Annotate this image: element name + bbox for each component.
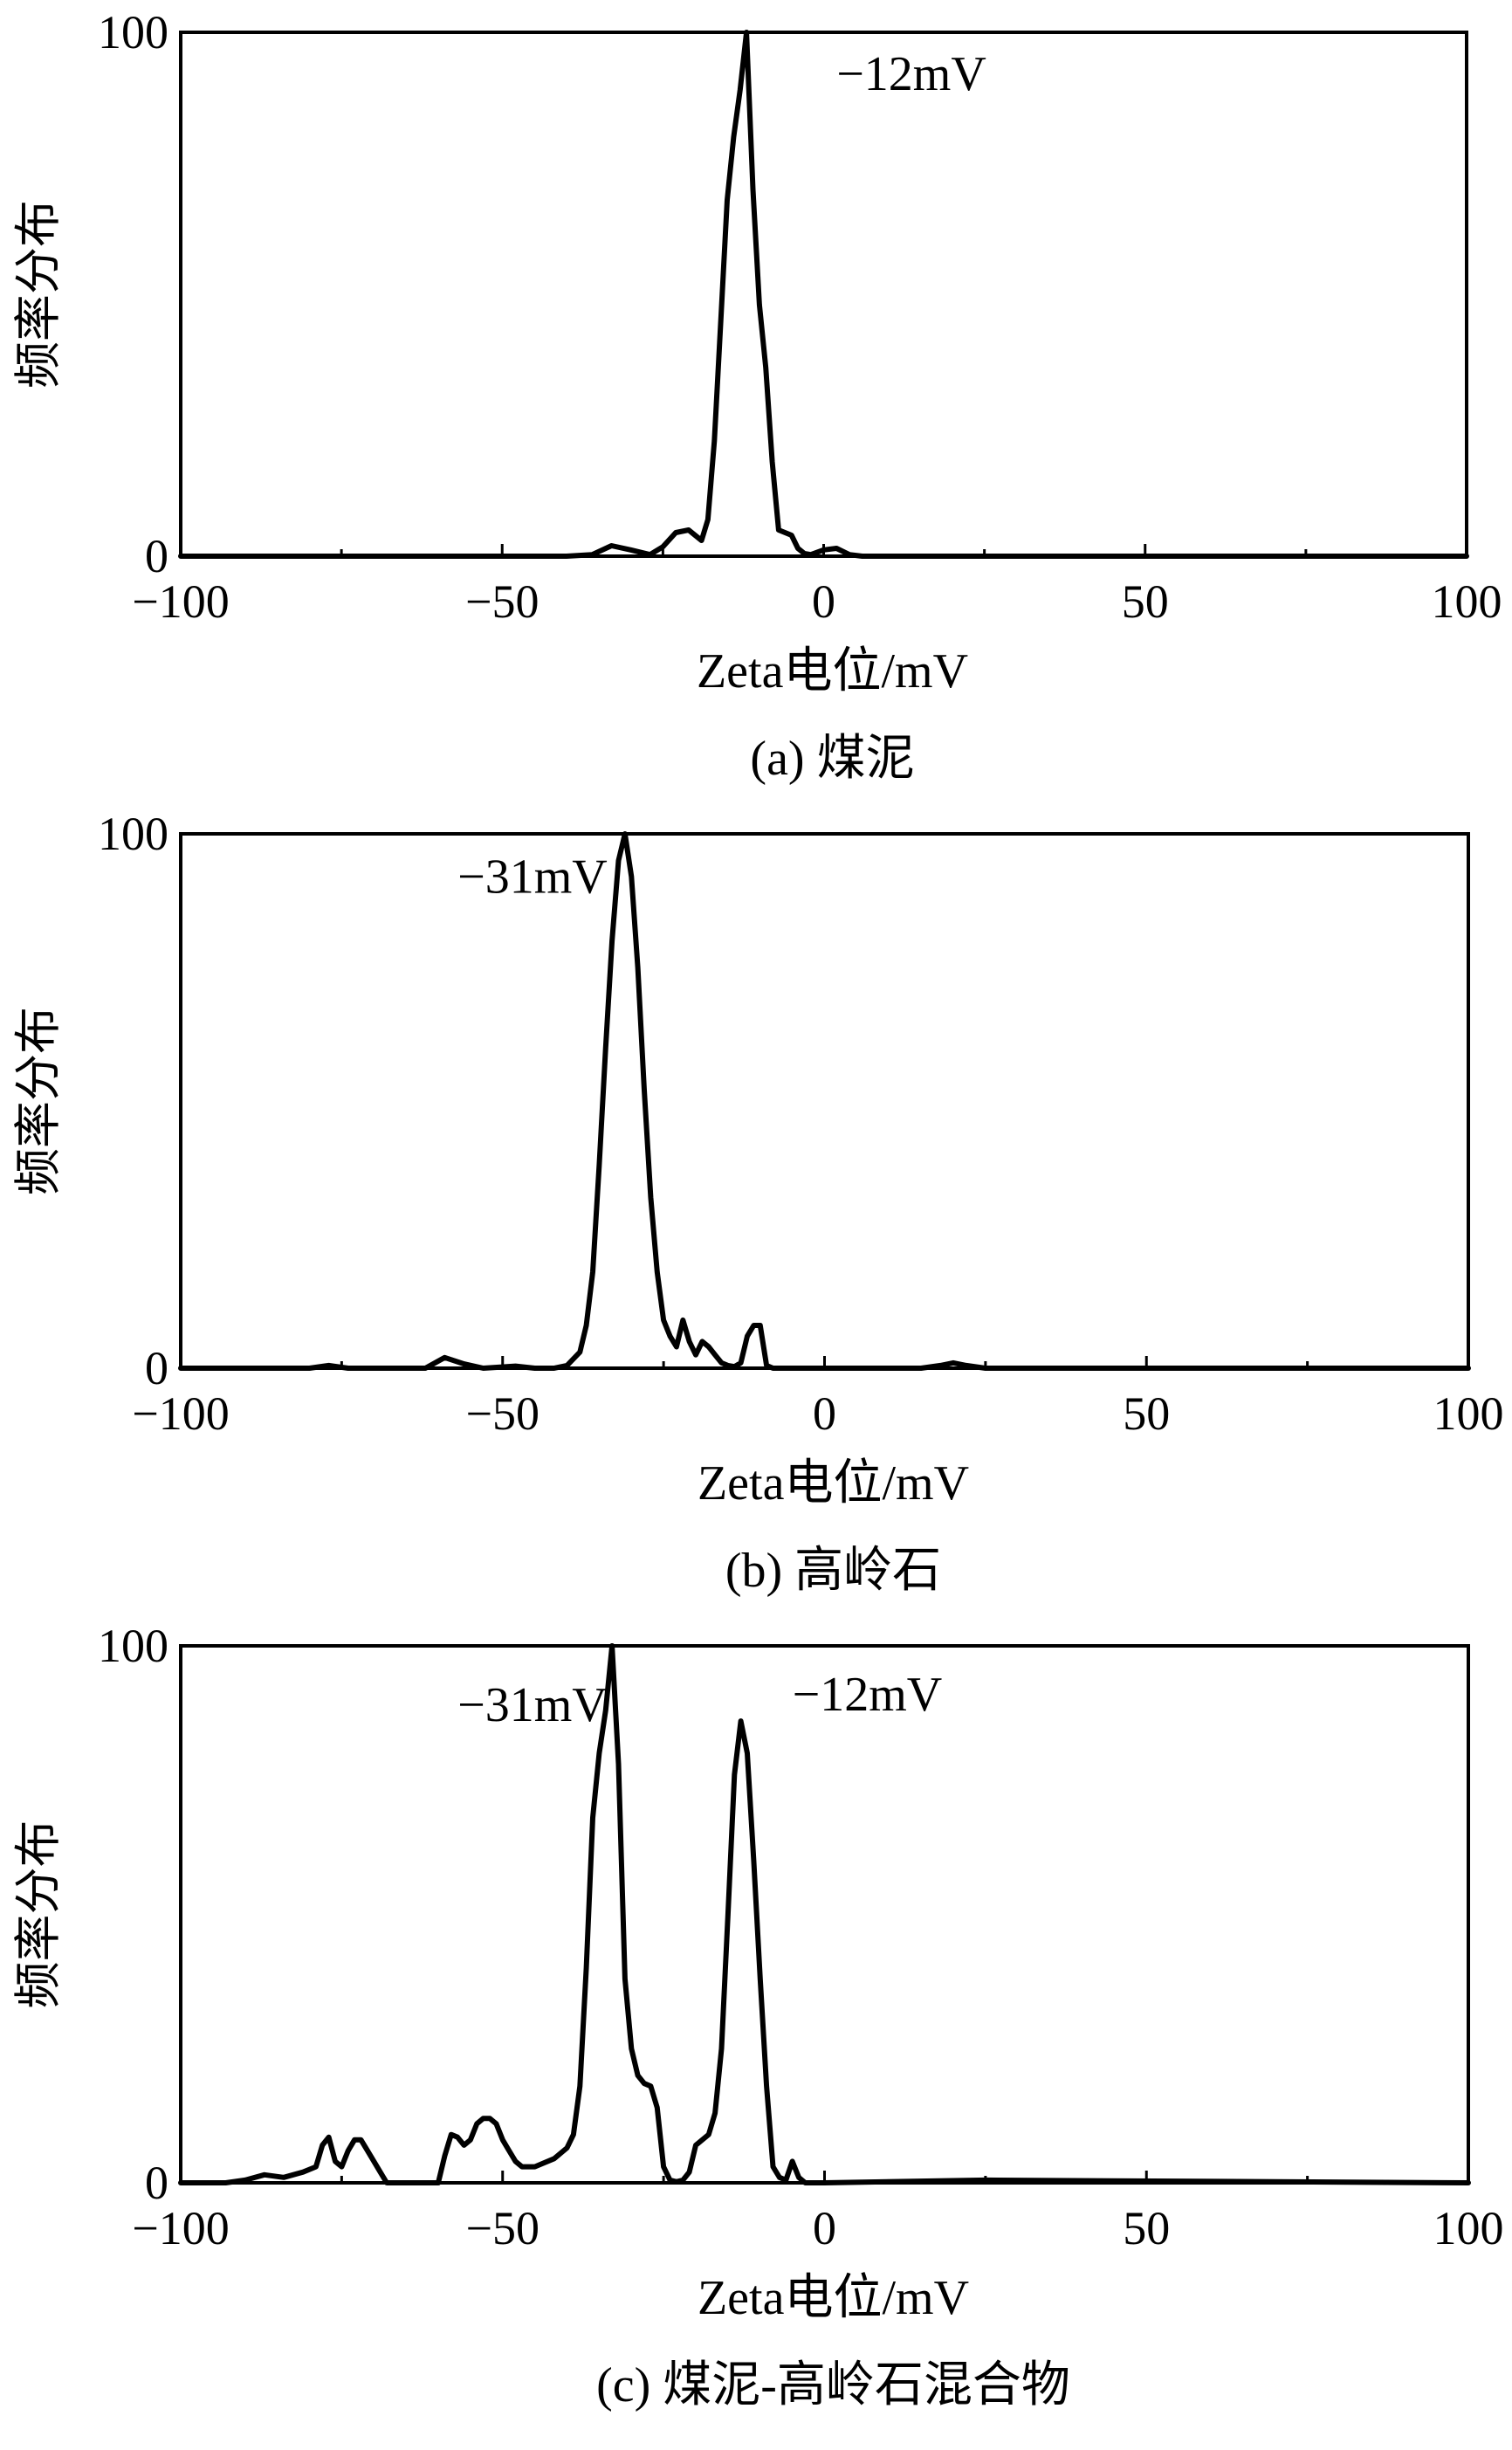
x-axis-label: Zeta电位/mV bbox=[698, 1456, 969, 1511]
x-tick-label: 0 bbox=[812, 575, 835, 628]
x-tick-label: −50 bbox=[465, 575, 539, 628]
y-axis-label: 频率分布 bbox=[12, 200, 65, 389]
x-axis-label: Zeta电位/mV bbox=[697, 644, 968, 699]
chart-panel-a: −100 −50 0 50 100 0 100 频率分布 Zeta电位/mV (a) 煤泥 −12m… bbox=[12, 6, 1502, 786]
x-tick-label: −50 bbox=[466, 1387, 540, 1440]
x-tick-label: 100 bbox=[1433, 1387, 1504, 1440]
series-line-1 bbox=[178, 30, 1469, 559]
x-tick-label: 0 bbox=[813, 2202, 836, 2254]
y-axis-label: 频率分布 bbox=[12, 1820, 65, 2009]
plot-frame bbox=[179, 832, 1470, 1370]
panel-caption: (a) 煤泥 bbox=[750, 732, 914, 786]
y-tick-label: 0 bbox=[145, 1342, 168, 1394]
panel-caption: (b) 高岭石 bbox=[725, 1544, 941, 1598]
y-tick-label: 100 bbox=[98, 6, 168, 58]
series-line-1 bbox=[178, 831, 1471, 1371]
y-tick-label: 100 bbox=[98, 808, 168, 860]
peak-annotation: −12mV bbox=[836, 47, 986, 101]
x-tick-label: −100 bbox=[132, 1387, 229, 1440]
x-tick-label: 100 bbox=[1433, 2202, 1504, 2254]
x-tick-label: 0 bbox=[813, 1387, 836, 1440]
y-tick-label: 0 bbox=[145, 530, 168, 582]
plot-frame bbox=[179, 1644, 1470, 2185]
plot-frame bbox=[179, 31, 1468, 558]
peak-annotation: −12mV bbox=[793, 1668, 943, 1722]
x-tick-label: −100 bbox=[132, 2202, 229, 2254]
y-tick-label: 0 bbox=[145, 2157, 168, 2209]
peak-annotation: −31mV bbox=[457, 850, 608, 904]
peak-annotation: −31mV bbox=[457, 1678, 608, 1732]
x-tick-label: −50 bbox=[466, 2202, 540, 2254]
x-tick-label: 50 bbox=[1123, 1387, 1170, 1440]
y-tick-label: 100 bbox=[98, 1620, 168, 1672]
x-tick-label: 100 bbox=[1432, 575, 1502, 628]
y-axis-label: 频率分布 bbox=[12, 1007, 65, 1195]
x-axis-label: Zeta电位/mV bbox=[698, 2271, 969, 2325]
chart-panel-b: −100 −50 0 50 100 0 100 频率分布 Zeta电位/mV (b) 高岭石 −31… bbox=[12, 808, 1504, 1598]
x-tick-label: 50 bbox=[1122, 575, 1169, 628]
panel-caption: (c) 煤泥-高岭石混合物 bbox=[596, 2358, 1070, 2412]
series-line-1 bbox=[178, 1643, 1471, 2185]
x-tick-label: −100 bbox=[132, 575, 229, 628]
x-tick-label: 50 bbox=[1123, 2202, 1170, 2254]
chart-panel-c: −100 −50 0 50 100 0 100 频率分布 Zeta电位/mV (c) 煤泥-高岭石… bbox=[12, 1620, 1504, 2412]
